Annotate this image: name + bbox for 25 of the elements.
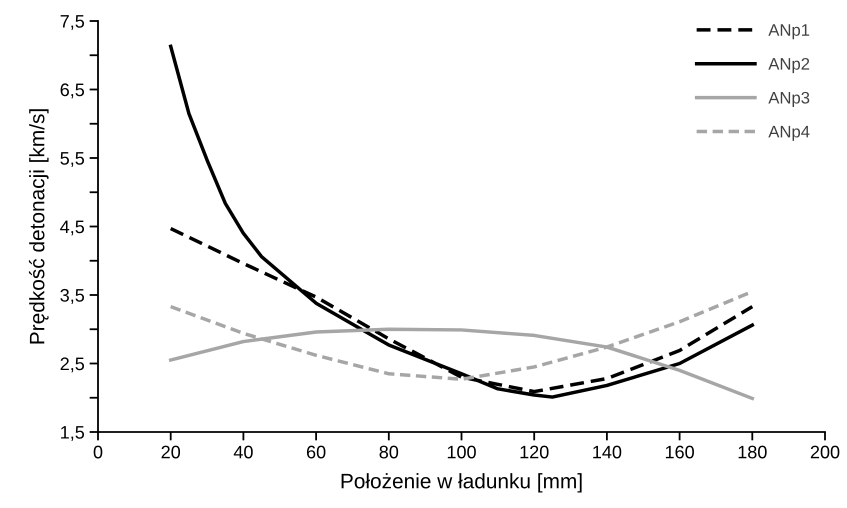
- x-tick-label: 160: [666, 446, 694, 458]
- legend-label: ANp4: [768, 126, 810, 141]
- y-axis-title: Prędkość detonacji [km/s]: [28, 109, 49, 344]
- x-tick-label: 80: [380, 446, 398, 458]
- y-tick-label: 7,5: [60, 15, 84, 30]
- x-tick-label: 200: [810, 446, 840, 458]
- legend-label: ANp1: [768, 24, 810, 40]
- y-tick-label: 5,5: [60, 152, 84, 167]
- legend-label: ANp3: [768, 92, 810, 107]
- x-tick-label: 0: [94, 446, 102, 458]
- x-tick-label: 140: [593, 446, 622, 458]
- x-tick-label: 120: [520, 446, 549, 458]
- x-axis-title: Położenie w ładunku [mm]: [342, 473, 582, 493]
- x-tick-label: 180: [738, 446, 767, 458]
- x-tick-label: 100: [448, 446, 476, 458]
- y-tick-label: 1,5: [61, 426, 84, 441]
- x-tick-label: 20: [162, 446, 180, 458]
- y-tick-label: 3,5: [60, 288, 84, 304]
- legend-label: ANp2: [768, 58, 810, 74]
- y-tick-label: 6,5: [60, 83, 84, 98]
- line-series: [168, 44, 754, 399]
- y-tick-label: 4,5: [60, 220, 84, 236]
- x-tick-label: 60: [306, 446, 326, 458]
- y-tick-label: 2,5: [60, 357, 84, 372]
- x-tick-label: 40: [234, 446, 253, 458]
